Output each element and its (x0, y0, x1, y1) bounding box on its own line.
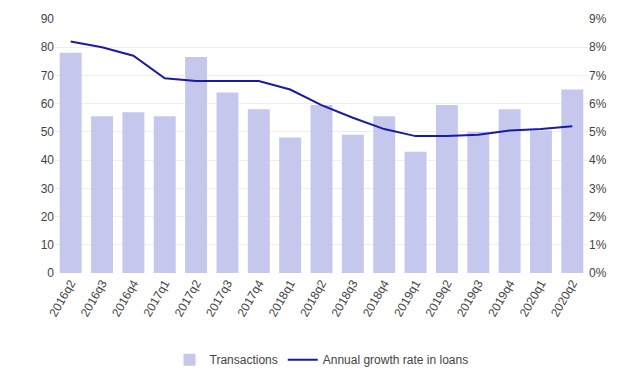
svg-text:8%: 8% (589, 40, 607, 54)
svg-text:60: 60 (41, 97, 55, 111)
svg-text:2020q2: 2020q2 (548, 277, 580, 319)
svg-text:90: 90 (41, 12, 55, 26)
svg-text:0: 0 (47, 266, 54, 280)
svg-text:2017q4: 2017q4 (234, 277, 266, 319)
svg-text:9%: 9% (589, 12, 607, 26)
svg-text:1%: 1% (589, 238, 607, 252)
svg-text:80: 80 (41, 40, 55, 54)
svg-text:2016q4: 2016q4 (109, 277, 141, 319)
svg-text:30: 30 (41, 182, 55, 196)
svg-text:2%: 2% (589, 210, 607, 224)
svg-text:2019q4: 2019q4 (485, 277, 517, 319)
svg-text:70: 70 (41, 69, 55, 83)
svg-text:2017q3: 2017q3 (203, 277, 235, 319)
svg-text:7%: 7% (589, 69, 607, 83)
svg-text:2019q2: 2019q2 (423, 277, 455, 319)
svg-text:Transactions: Transactions (210, 353, 278, 367)
svg-text:2016q3: 2016q3 (78, 277, 110, 319)
svg-text:3%: 3% (589, 182, 607, 196)
svg-text:2019q1: 2019q1 (391, 277, 423, 319)
svg-text:0%: 0% (589, 266, 607, 280)
svg-text:2020q1: 2020q1 (517, 277, 549, 319)
svg-text:6%: 6% (589, 97, 607, 111)
svg-text:2017q1: 2017q1 (140, 277, 172, 319)
svg-text:2017q2: 2017q2 (172, 277, 204, 319)
svg-text:2018q4: 2018q4 (360, 277, 392, 319)
svg-text:10: 10 (41, 238, 55, 252)
svg-text:2019q3: 2019q3 (454, 277, 486, 319)
svg-text:2016q2: 2016q2 (46, 277, 78, 319)
svg-text:2018q2: 2018q2 (297, 277, 329, 319)
svg-text:2018q3: 2018q3 (328, 277, 360, 319)
svg-text:50: 50 (41, 125, 55, 139)
svg-text:Annual growth rate in loans: Annual growth rate in loans (323, 353, 468, 367)
svg-text:40: 40 (41, 153, 55, 167)
svg-text:5%: 5% (589, 125, 607, 139)
svg-text:2018q1: 2018q1 (266, 277, 298, 319)
svg-text:4%: 4% (589, 153, 607, 167)
svg-text:20: 20 (41, 210, 55, 224)
